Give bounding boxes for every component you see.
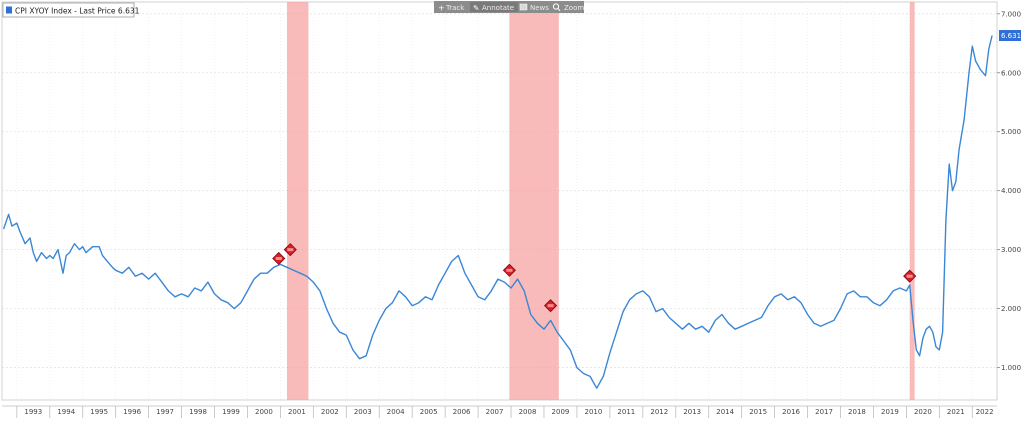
- last-price-tag: 6.631: [999, 30, 1021, 41]
- x-tick-label: 2004: [387, 408, 405, 416]
- event-marker[interactable]: [502, 263, 516, 277]
- magnifier-handle: [557, 8, 561, 12]
- event-marker[interactable]: [283, 243, 297, 257]
- x-tick-label: 2021: [947, 408, 965, 416]
- x-tick-label: 1995: [90, 408, 108, 416]
- y-axis: 1.000 2.000 3.000 4.000 5.000 6.000 7.000: [997, 10, 1021, 372]
- y-tick-label: 5.000: [1001, 128, 1021, 136]
- x-tick-label: 2010: [584, 408, 602, 416]
- y-tick-label: 4.000: [1001, 187, 1021, 195]
- y-tick-label: 3.000: [1001, 246, 1021, 254]
- plus-icon: +: [438, 4, 445, 13]
- last-price-tag-box: [999, 30, 1021, 41]
- y-tick-label: 1.000: [1001, 364, 1021, 372]
- x-tick-label: 2001: [288, 408, 306, 416]
- recession-band: [509, 2, 559, 400]
- toolbar-track-button[interactable]: + Track: [438, 4, 465, 13]
- x-tick-label: 2016: [782, 408, 800, 416]
- x-tick-label: 2000: [255, 408, 273, 416]
- x-tick-label: 1996: [123, 408, 141, 416]
- event-marker-glyph: [547, 304, 554, 308]
- recession-band: [909, 2, 915, 400]
- event-marker-glyph: [506, 268, 513, 272]
- x-tick-label: 2017: [815, 408, 833, 416]
- x-tick-label: 2019: [881, 408, 899, 416]
- event-marker[interactable]: [903, 269, 917, 283]
- event-marker-glyph: [906, 274, 913, 278]
- legend[interactable]: CPI XYOY Index - Last Price 6.631: [2, 2, 140, 18]
- x-tick-label: 1993: [24, 408, 42, 416]
- last-price-tag-label: 6.631: [1001, 32, 1021, 40]
- magnifier-icon: [552, 3, 560, 10]
- x-tick-label: 2007: [486, 408, 504, 416]
- x-tick-label: 2003: [354, 408, 372, 416]
- toolbar-zoom-button[interactable]: Zoom: [552, 3, 584, 12]
- y-tick-label: 7.000: [1001, 10, 1021, 18]
- x-tick-label: 2018: [848, 408, 866, 416]
- x-tick-label: 2020: [914, 408, 932, 416]
- y-tick-label: 6.000: [1001, 69, 1021, 77]
- cpi-series-line: [2, 35, 993, 389]
- recession-bands: [286, 2, 915, 400]
- event-marker-glyph: [275, 256, 282, 260]
- x-tick-label: 1998: [189, 408, 207, 416]
- pencil-icon: ✎: [473, 4, 479, 13]
- toolbar-annotate-button[interactable]: ✎ Annotate: [470, 2, 518, 13]
- toolbar-track-label: Track: [445, 4, 465, 12]
- legend-box: [2, 2, 135, 18]
- x-axis: 1993 1994 1995 1996 1997 1998 1999 2000 2001 2002…: [2, 405, 997, 418]
- x-tick-label: 2009: [552, 408, 570, 416]
- x-tick-label: 2005: [420, 408, 438, 416]
- x-tick-label: 2015: [749, 408, 767, 416]
- news-icon: [519, 3, 528, 11]
- x-tick-label: 2022: [976, 408, 994, 416]
- x-tick-label: 2008: [519, 408, 537, 416]
- x-tick-label: 2013: [683, 408, 701, 416]
- legend-label: CPI XYOY Index - Last Price 6.631: [15, 7, 140, 16]
- x-tick-label: 1994: [57, 408, 75, 416]
- x-tick-label: 2002: [321, 408, 339, 416]
- grid: [1, 1, 998, 401]
- series-layer: [2, 35, 993, 389]
- toolbar-annotate-label: Annotate: [482, 4, 514, 12]
- toolbar-zoom-label: Zoom: [564, 4, 584, 12]
- toolbar-news-label: News: [530, 4, 549, 12]
- recession-band: [286, 2, 309, 400]
- legend-swatch: [6, 6, 12, 14]
- chart-toolbar: + Track ✎ Annotate News Zoom: [434, 1, 584, 13]
- annotate-highlight: [470, 2, 518, 12]
- x-tick-label: 2011: [617, 408, 635, 416]
- event-marker[interactable]: [544, 299, 558, 313]
- toolbar-news-button[interactable]: News: [519, 3, 549, 12]
- event-markers[interactable]: [272, 243, 917, 313]
- x-tick-label: 1999: [222, 408, 240, 416]
- x-tick-label: 2006: [453, 408, 471, 416]
- event-marker[interactable]: [272, 251, 286, 266]
- x-tick-label: 1997: [156, 408, 174, 416]
- x-tick-label: 2014: [716, 408, 734, 416]
- x-tick-label: 2012: [650, 408, 668, 416]
- event-marker-glyph: [287, 248, 294, 252]
- y-tick-label: 2.000: [1001, 305, 1021, 313]
